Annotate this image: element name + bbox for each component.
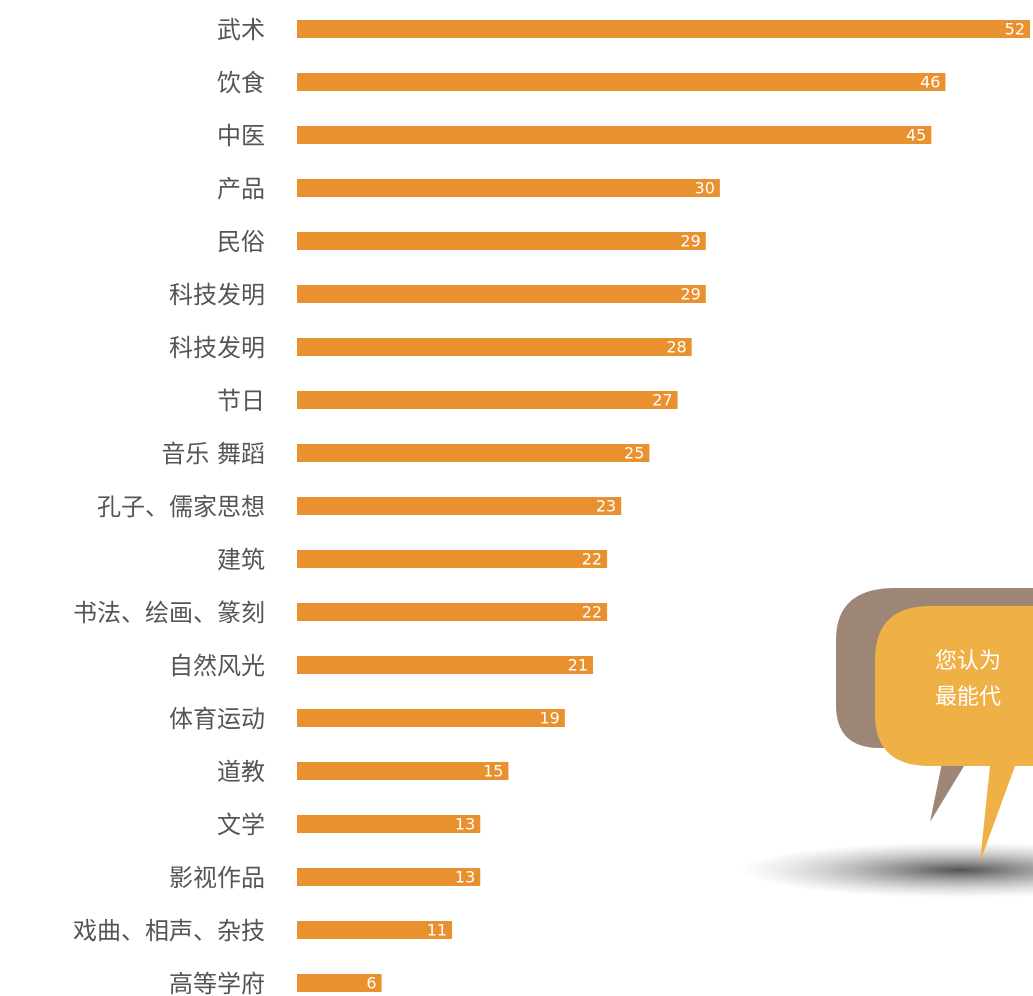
chart: 您认为 最能代 武术 52 饮食 46 中医 45 产品 30 民俗 29 科技发明 29 科技发明 28… <box>0 0 1033 996</box>
category-label: 文学 <box>217 811 265 839</box>
value-label: 29 <box>680 285 700 304</box>
value-label: 22 <box>582 550 602 569</box>
bar <box>297 232 706 250</box>
bar <box>297 603 607 621</box>
category-label: 音乐 舞蹈 <box>161 440 265 468</box>
value-label: 6 <box>366 974 376 993</box>
value-label: 21 <box>568 656 588 675</box>
category-label: 高等学府 <box>169 970 265 996</box>
category-label: 体育运动 <box>169 705 265 733</box>
category-label: 自然风光 <box>169 652 265 680</box>
bar <box>297 868 480 886</box>
value-label: 30 <box>695 179 715 198</box>
category-label: 影视作品 <box>169 864 265 892</box>
bubble-shadow <box>740 842 1033 898</box>
category-label: 民俗 <box>217 228 265 256</box>
value-label: 11 <box>427 921 447 940</box>
value-label: 27 <box>652 391 672 410</box>
bar <box>297 73 945 91</box>
value-label: 28 <box>666 338 686 357</box>
bar <box>297 815 480 833</box>
bar <box>297 762 508 780</box>
category-label: 科技发明 <box>169 334 265 362</box>
category-label: 书法、绘画、篆刻 <box>73 599 265 627</box>
bar <box>297 656 593 674</box>
value-label: 13 <box>455 815 475 834</box>
value-label: 52 <box>1005 20 1025 39</box>
category-label: 戏曲、相声、杂技 <box>73 917 265 945</box>
value-label: 25 <box>624 444 644 463</box>
value-label: 13 <box>455 868 475 887</box>
bar <box>297 20 1030 38</box>
bar <box>297 338 692 356</box>
value-label: 22 <box>582 603 602 622</box>
bubble-front <box>875 606 1033 862</box>
value-label: 46 <box>920 73 940 92</box>
bar <box>297 179 720 197</box>
bar <box>297 444 649 462</box>
value-label: 23 <box>596 497 616 516</box>
value-label: 15 <box>483 762 503 781</box>
bar <box>297 391 678 409</box>
category-label: 孔子、儒家思想 <box>97 493 265 521</box>
category-label: 节日 <box>217 387 265 415</box>
value-label: 45 <box>906 126 926 145</box>
bar <box>297 285 706 303</box>
bar <box>297 126 931 144</box>
category-label: 科技发明 <box>169 281 265 309</box>
bar <box>297 550 607 568</box>
category-label: 中医 <box>217 122 265 150</box>
category-label: 饮食 <box>217 69 265 97</box>
bar <box>297 709 565 727</box>
bar <box>297 497 621 515</box>
annotation: 最能代 <box>935 685 1001 710</box>
value-label: 29 <box>680 232 700 251</box>
category-label: 产品 <box>217 175 265 203</box>
value-label: 19 <box>539 709 559 728</box>
annotation: 您认为 <box>935 649 1001 674</box>
category-label: 道教 <box>217 758 265 786</box>
category-label: 建筑 <box>217 546 265 574</box>
speech-bubble: 您认为 最能代 <box>740 588 1033 898</box>
page: {"chart_data": {"type": "bar", "orientat… <box>0 0 1033 996</box>
category-label: 武术 <box>217 16 265 44</box>
